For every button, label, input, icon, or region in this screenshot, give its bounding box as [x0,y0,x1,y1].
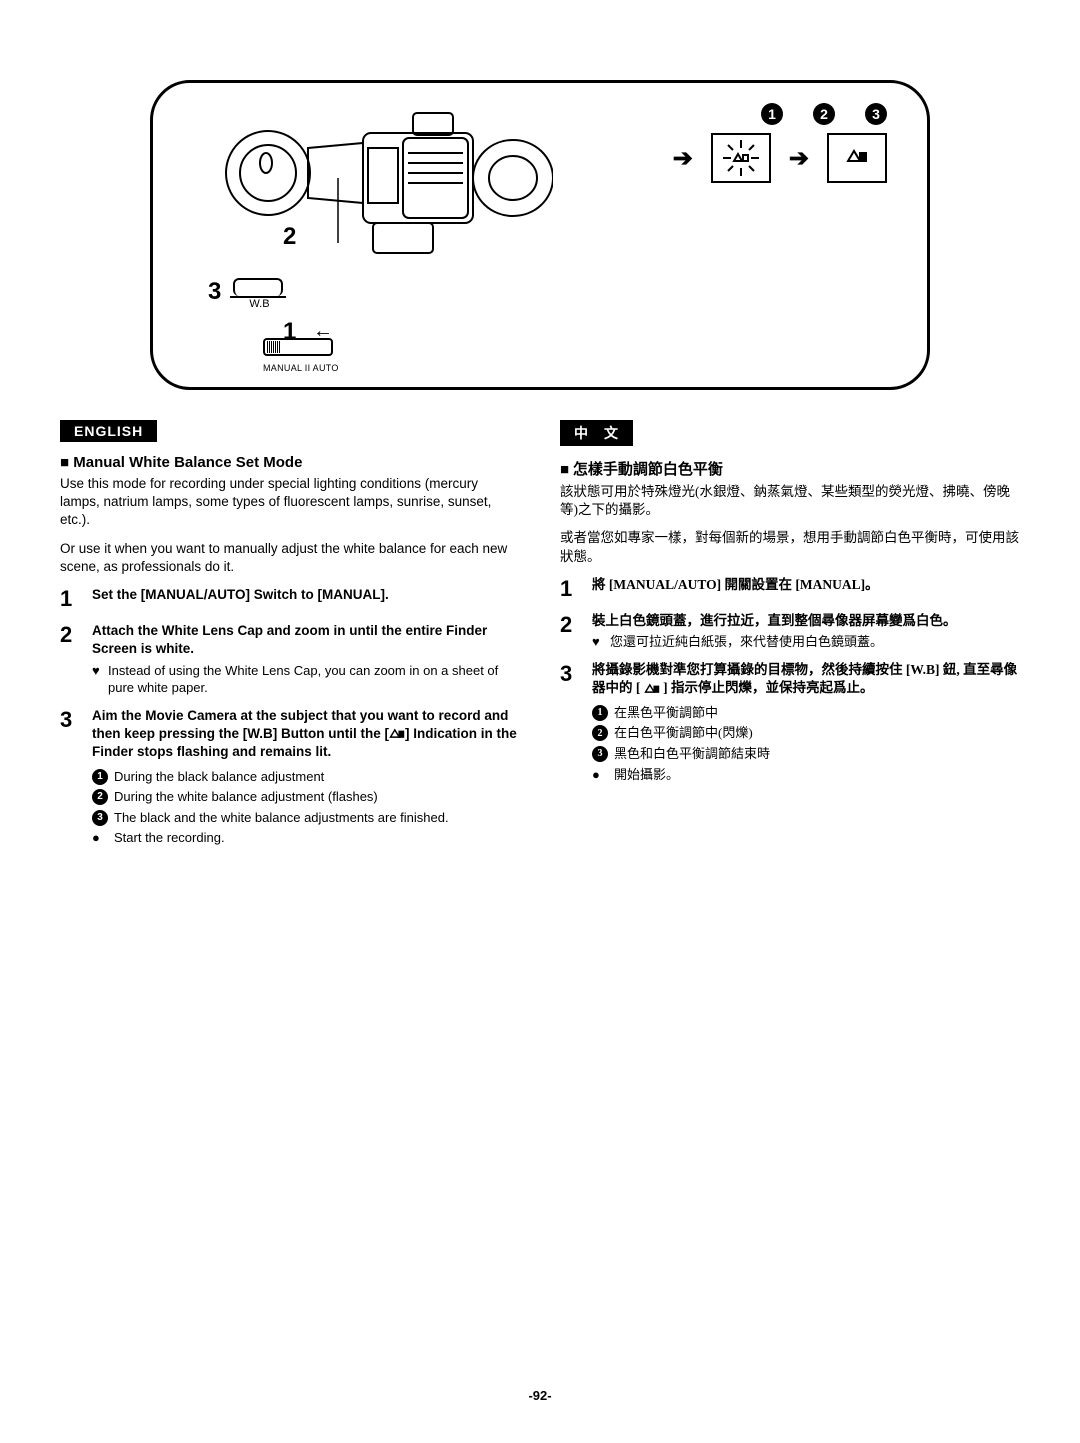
step-num: 3 [560,661,582,786]
circ-2: 2 [92,789,108,805]
manual-auto-switch: ← MANUAL II AUTO [263,338,339,373]
indicator-num-1: 1 [761,103,783,125]
diagram-label-2: 2 [283,223,296,251]
page-number: -92- [528,1388,551,1403]
arrow-right-icon: ➔ [673,144,693,173]
content-columns: ENGLISH Manual White Balance Set Mode Us… [60,420,1020,860]
english-badge: ENGLISH [60,420,157,442]
en-step-3: 3 Aim the Movie Camera at the subject th… [60,707,520,850]
step-num: 2 [560,612,582,651]
zh-intro2: 或者當您如專家一樣，對每個新的場景，想用手動調節白色平衡時，可使用該狀態。 [560,529,1020,565]
heart-icon: ♥ [92,662,102,697]
english-column: ENGLISH Manual White Balance Set Mode Us… [60,420,520,860]
wb-icon [846,147,868,170]
english-intro2: Or use it when you want to manually adju… [60,540,520,576]
step-num: 1 [60,586,82,612]
en-step-1: 1 Set the [MANUAL/AUTO] Switch to [MANUA… [60,586,520,612]
step-num: 1 [560,576,582,602]
en-start: Start the recording. [114,829,225,847]
indicator-box-2 [711,133,771,183]
chinese-title: 怎樣手動調節白色平衡 [560,458,1020,479]
wb-button-diagram: W.B [233,278,286,310]
burst-icon [723,140,759,176]
zh-step3-text: 將攝錄影機對準您打算攝錄的目標物，然後持續按住 [W.B] 鈕, 直至尋像器中的… [592,661,1020,698]
zh-step-1: 1 將 [MANUAL/AUTO] 開關設置在 [MANUAL]。 [560,576,1020,602]
en-step3-text: Aim the Movie Camera at the subject that… [92,707,520,762]
zh-step2-note: 您還可拉近純白紙張，來代替使用白色鏡頭蓋。 [610,633,883,651]
switch-label: MANUAL II AUTO [263,363,339,373]
circ-1: 1 [592,705,608,721]
en-c1: During the black balance adjustment [114,768,324,786]
zh-c1: 在黑色平衡調節中 [614,704,718,722]
zh-step-3: 3 將攝錄影機對準您打算攝錄的目標物，然後持續按住 [W.B] 鈕, 直至尋像器… [560,661,1020,786]
arrow-right-icon-2: ➔ [789,144,809,173]
bullet-icon: ● [592,766,608,784]
zh-start: 開始攝影。 [614,766,679,784]
diagram-label-3: 3 [208,278,221,306]
english-intro1: Use this mode for recording under specia… [60,475,520,530]
en-c2: During the white balance adjustment (fla… [114,788,378,806]
circ-3: 3 [592,746,608,762]
circ-1: 1 [92,769,108,785]
en-step2-text: Attach the White Lens Cap and zoom in un… [92,622,520,658]
zh-step2-text: 裝上白色鏡頭蓋，進行拉近，直到整個尋像器屏幕變爲白色。 [592,612,1020,630]
diagram-panel: 1 2 3 ➔ ➔ 2 3 1 W.B ← MANUAL II AUTO [150,80,930,390]
en-step2-note: Instead of using the White Lens Cap, you… [108,662,520,697]
chinese-badge: 中 文 [560,420,633,446]
circ-2: 2 [592,725,608,741]
indicator-row: 1 2 3 [761,103,887,125]
wb-icon-inline [644,680,660,698]
indicator-box-3 [827,133,887,183]
english-title: Manual White Balance Set Mode [60,454,520,471]
circ-3: 3 [92,810,108,826]
step-num: 2 [60,622,82,697]
heart-icon: ♥ [592,633,604,651]
en-c3: The black and the white balance adjustme… [114,809,449,827]
zh-intro1: 該狀態可用於特殊燈光(水銀燈、鈉蒸氣燈、某些類型的熒光燈、拂曉、傍晚等)之下的攝… [560,483,1020,519]
bullet-icon: ● [92,829,108,847]
zh-c3: 黑色和白色平衡調節結束時 [614,745,770,763]
indicator-num-2: 2 [813,103,835,125]
zh-step-2: 2 裝上白色鏡頭蓋，進行拉近，直到整個尋像器屏幕變爲白色。 ♥ 您還可拉近純白紙張… [560,612,1020,651]
wb-icon-inline [389,725,405,743]
chinese-column: 中 文 怎樣手動調節白色平衡 該狀態可用於特殊燈光(水銀燈、鈉蒸氣燈、某些類型的… [560,420,1020,860]
zh-c2: 在白色平衡調節中(閃爍) [614,724,753,742]
camera-illustration [213,103,553,303]
indicator-num-3: 3 [865,103,887,125]
en-step1-text: Set the [MANUAL/AUTO] Switch to [MANUAL]… [92,586,520,604]
wb-label: W.B [233,298,286,310]
zh-step1-text: 將 [MANUAL/AUTO] 開關設置在 [MANUAL]。 [592,576,1020,594]
en-step-2: 2 Attach the White Lens Cap and zoom in … [60,622,520,697]
step-num: 3 [60,707,82,850]
